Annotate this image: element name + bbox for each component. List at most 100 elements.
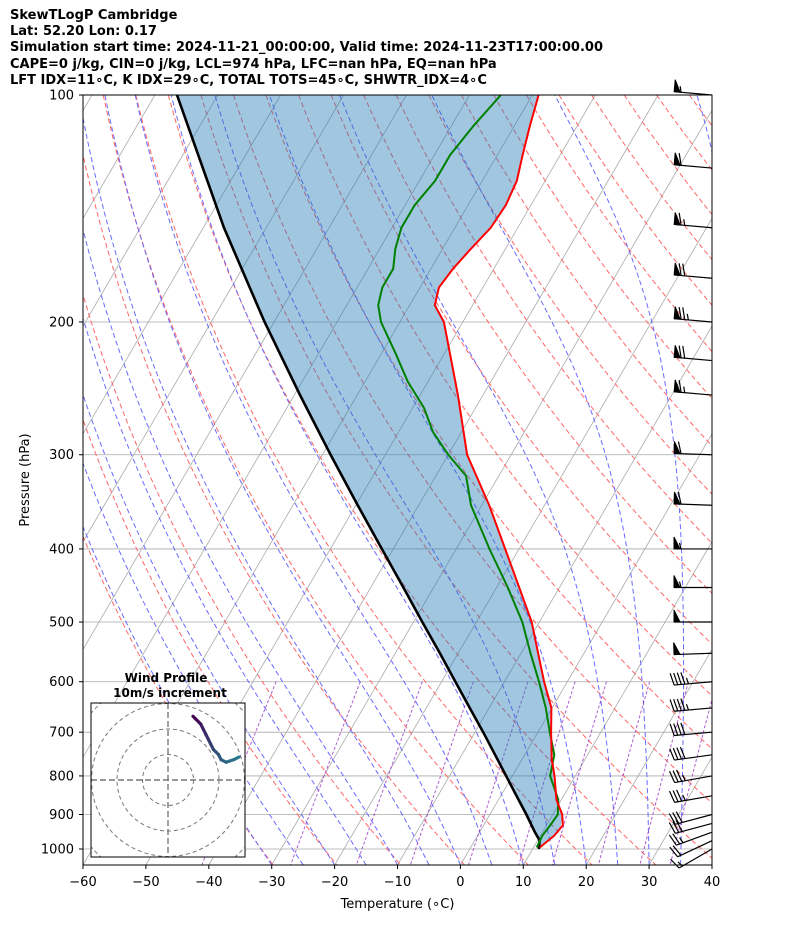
isotherm-line (83, 95, 219, 327)
moist-adiabat (83, 393, 336, 865)
dry-adiabat (265, 95, 712, 750)
x-tick-label: 20 (578, 875, 595, 890)
hodograph-title: Wind Profile (125, 671, 208, 685)
x-tick-label: 10 (515, 875, 532, 890)
isotherm-line (522, 540, 712, 865)
dry-adiabat (200, 95, 712, 859)
wind-barb (673, 262, 713, 279)
x-axis: −60 −50 −40 −30 −20 −10 0 10 20 30 40 (69, 865, 720, 890)
isotherm-line (334, 217, 712, 865)
wind-barb (669, 672, 713, 686)
isotherm-line (585, 648, 712, 865)
mixing-ratio-line (669, 697, 712, 865)
wind-barbs (668, 79, 713, 869)
dry-adiabat (233, 95, 712, 804)
moist-adiabat (83, 115, 430, 865)
moist-adiabats (83, 95, 712, 865)
cin-area (177, 95, 563, 848)
y-tick-label: 200 (49, 315, 74, 330)
mixing-ratio-line (355, 681, 423, 865)
x-tick-label: 0 (456, 875, 464, 890)
dry-adiabat (623, 95, 712, 216)
mixing-ratio-lines (201, 681, 712, 865)
mixing-ratio-line (597, 681, 651, 865)
wind-barb (669, 722, 713, 737)
x-tick-label: −60 (69, 875, 96, 890)
wind-barb (673, 609, 712, 623)
temperature-profile-line (433, 95, 564, 849)
x-tick-label: 40 (704, 875, 721, 890)
hodograph-frame (90, 702, 246, 858)
x-tick-label: −40 (195, 875, 222, 890)
mixing-ratio-line (468, 681, 529, 865)
wind-barb (669, 698, 713, 712)
dry-adiabat (558, 95, 712, 306)
wind-barb (668, 831, 713, 846)
wind-barb (673, 441, 713, 456)
chart-title-block: SkewTLogP Cambridge Lat: 52.20 Lon: 0.17… (10, 8, 790, 89)
hodograph-inset: Wind Profile 10m/s increment (90, 671, 246, 858)
sounding-profiles (175, 95, 564, 850)
wind-barb (673, 491, 713, 506)
hodograph-segment (191, 714, 198, 721)
moist-adiabat (696, 95, 712, 865)
y-tick-label: 800 (49, 769, 74, 784)
dry-adiabat (83, 293, 402, 865)
moist-adiabat (554, 95, 685, 865)
moist-adiabat (83, 461, 304, 865)
title-times: Simulation start time: 2024-11-21_00:00:… (10, 40, 603, 56)
dewpoint-profile-line (377, 95, 560, 848)
y-tick-label: 900 (49, 808, 74, 823)
dry-adiabat (395, 95, 712, 545)
title-station: SkewTLogP Cambridge (10, 8, 178, 23)
moist-adiabat (431, 95, 650, 865)
hodograph-subtitle: 10m/s increment (113, 686, 227, 700)
title-coordinates: Lat: 52.20 Lon: 0.17 (10, 24, 157, 40)
moist-adiabat (214, 95, 556, 865)
wind-barb (673, 345, 713, 362)
y-tick-label: 100 (49, 89, 74, 104)
wind-barb (673, 212, 713, 229)
y-axis-label: Pressure (hPa) (18, 433, 33, 526)
y-axis: 1000 900 800 700 600 500 400 300 200 100 (41, 89, 83, 858)
mixing-ratio-line (518, 681, 576, 865)
isotherm-line (83, 95, 282, 435)
dry-adiabat (167, 95, 657, 865)
cin-shading (177, 95, 563, 848)
wind-barb (673, 152, 713, 169)
wind-barb (673, 379, 713, 396)
mixing-ratio-line (639, 681, 689, 865)
mixing-ratio-line (409, 681, 474, 865)
wind-barb (668, 811, 713, 825)
x-tick-label: −20 (321, 875, 348, 890)
dry-adiabat (330, 95, 712, 645)
title-cape-line: CAPE=0 j/kg, CIN=0 j/kg, LCL=974 hPa, LF… (10, 56, 497, 72)
wind-barb (669, 840, 713, 858)
moist-adiabat (83, 316, 367, 865)
wind-barb (673, 306, 713, 323)
title-indices-line: LFT IDX=11∘C, K IDX=29∘C, TOTAL TOTS=45∘… (10, 72, 487, 88)
dry-adiabat (83, 152, 465, 865)
dry-adiabat (135, 95, 593, 865)
dry-adiabat (688, 95, 712, 127)
wind-barb (673, 575, 712, 589)
moist-adiabat (104, 95, 461, 865)
dry-adiabat (363, 95, 712, 594)
isotherm-line (460, 433, 712, 865)
dry-adiabat (298, 95, 712, 697)
moist-adiabat (83, 227, 398, 865)
wind-barb (668, 789, 713, 803)
hodograph-trace (191, 714, 241, 764)
wind-barb (668, 820, 713, 834)
dry-adiabats (83, 95, 712, 865)
isotherm-line (397, 325, 712, 865)
moist-adiabat (269, 95, 587, 865)
y-tick-label: 700 (49, 726, 74, 741)
dry-adiabat (526, 95, 712, 353)
isotherm-line (648, 756, 712, 865)
dry-adiabat (428, 95, 712, 495)
x-tick-label: −10 (384, 875, 411, 890)
x-tick-label: 30 (641, 875, 658, 890)
moist-adiabat (170, 95, 524, 865)
